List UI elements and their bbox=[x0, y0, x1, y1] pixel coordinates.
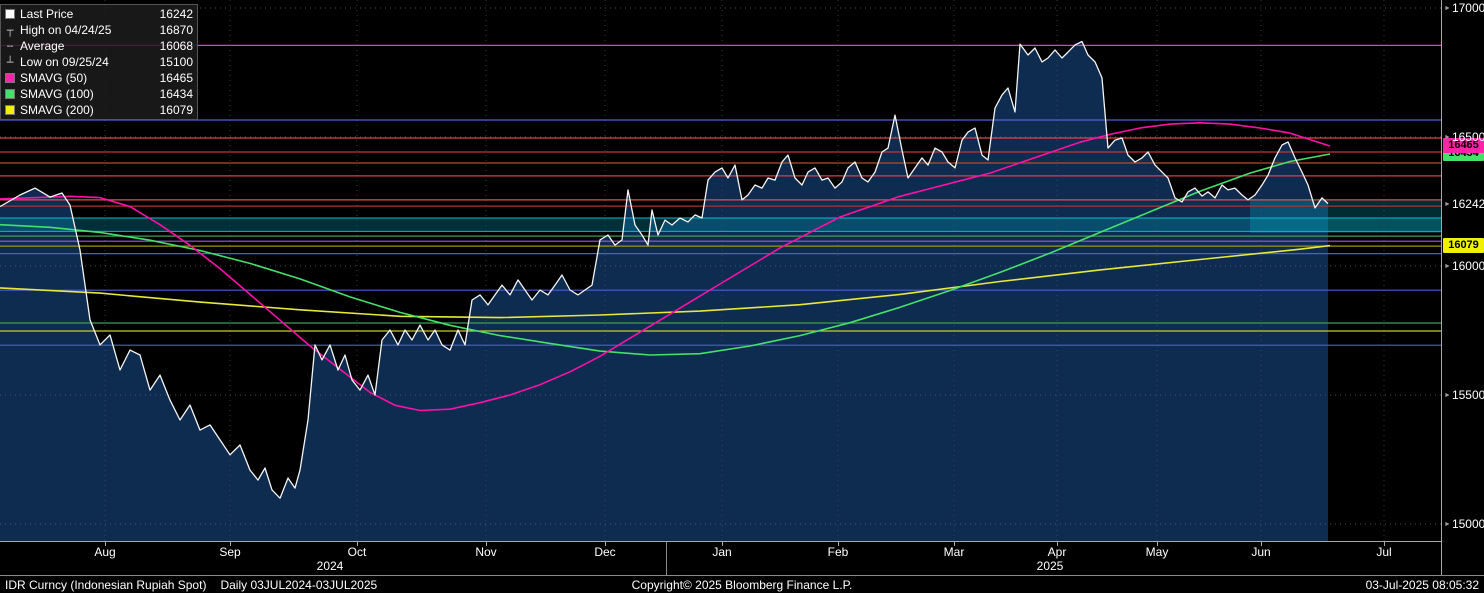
legend-value: 16870 bbox=[159, 23, 193, 37]
tick-arrow-icon: ► bbox=[1444, 520, 1451, 528]
high-icon: ┬ bbox=[6, 23, 14, 37]
smavg-100-icon bbox=[5, 89, 15, 99]
legend-row-average[interactable]: ╌ Average 16068 bbox=[5, 38, 193, 54]
x-axis-month-may: May bbox=[1145, 545, 1169, 559]
price-badge-16465: 16465 bbox=[1443, 138, 1484, 153]
price-area-fill bbox=[0, 41, 1328, 541]
chart-period: Daily 03JUL2024-03JUL2025 bbox=[220, 577, 378, 592]
x-axis-month-dec: Dec bbox=[594, 545, 616, 559]
x-axis-years: 2024 2025 bbox=[0, 542, 1441, 575]
x-axis-tick bbox=[357, 542, 358, 546]
tick-arrow-icon: ► bbox=[1444, 391, 1451, 399]
smavg-200-icon bbox=[5, 105, 15, 115]
legend-row-last-price[interactable]: Last Price 16242 bbox=[5, 6, 193, 22]
legend-value: 15100 bbox=[159, 55, 193, 69]
x-axis-year-2025: 2025 bbox=[1036, 559, 1064, 573]
x-axis-tick bbox=[1261, 542, 1262, 546]
x-axis-tick bbox=[486, 542, 487, 546]
tick-arrow-icon: ► bbox=[1444, 133, 1451, 141]
x-axis-tick bbox=[105, 542, 106, 546]
x-axis-tick bbox=[954, 542, 955, 546]
last-price-icon bbox=[5, 9, 15, 19]
price-line bbox=[0, 40, 1329, 499]
y-axis-tick-16000: ►16000 bbox=[1444, 259, 1484, 273]
legend-value: 16465 bbox=[159, 71, 193, 85]
x-axis-month-apr: Apr bbox=[1047, 545, 1067, 559]
tick-arrow-icon: ► bbox=[1444, 4, 1451, 12]
y-axis-tick-16500: ►16500 bbox=[1444, 130, 1484, 144]
x-axis-tick bbox=[722, 542, 723, 546]
legend-row-high[interactable]: ┬ High on 04/24/25 16870 bbox=[5, 22, 193, 38]
x-axis-tick bbox=[1384, 542, 1385, 546]
status-left: IDR Curncy (Indonesian Rupiah Spot) Dail… bbox=[5, 578, 377, 592]
smavg200-line bbox=[0, 244, 1331, 319]
price-badge-16079: 16079 bbox=[1443, 238, 1484, 253]
copyright-text: Copyright© 2025 Bloomberg Finance L.P. bbox=[631, 577, 853, 592]
y-axis: ►17000 ►16500 ►16000 ►15500 ►15000 ►16242 1643… bbox=[1441, 0, 1484, 575]
price-chart-canvas[interactable] bbox=[0, 0, 1441, 541]
legend-label: SMAVG (100) bbox=[20, 87, 94, 101]
average-icon: ╌ bbox=[6, 39, 14, 53]
x-axis-tick bbox=[1157, 542, 1158, 546]
tick-arrow-icon: ► bbox=[1444, 262, 1451, 270]
x-axis-month-oct: Oct bbox=[347, 545, 367, 559]
legend-value: 16434 bbox=[159, 87, 193, 101]
last-price-axis-label: ►16242 bbox=[1444, 197, 1484, 211]
x-axis-year-2024: 2024 bbox=[316, 559, 344, 573]
legend-row-low[interactable]: ┴ Low on 09/25/24 15100 bbox=[5, 54, 193, 70]
chart-plot-area[interactable]: Last Price 16242 ┬ High on 04/24/25 16870 ╌ Av… bbox=[0, 0, 1441, 541]
smavg50-line bbox=[0, 122, 1331, 412]
highlight-band bbox=[0, 218, 1441, 232]
legend-row-smavg-200[interactable]: SMAVG (200) 16079 bbox=[5, 102, 193, 118]
x-axis-tick bbox=[605, 542, 606, 546]
legend-label: Last Price bbox=[20, 7, 74, 21]
low-icon: ┴ bbox=[6, 55, 14, 69]
y-axis-tick-15500: ►15500 bbox=[1444, 388, 1484, 402]
y-axis-tick-17000: ►17000 bbox=[1444, 1, 1484, 15]
x-axis-month-mar: Mar bbox=[943, 545, 965, 559]
x-axis-month-sep: Sep bbox=[219, 545, 241, 559]
x-axis-month-feb: Feb bbox=[827, 545, 849, 559]
timestamp: 03-Jul-2025 08:05:32 bbox=[1365, 577, 1479, 592]
legend-row-smavg-100[interactable]: SMAVG (100) 16434 bbox=[5, 86, 193, 102]
smavg-50-icon bbox=[5, 73, 15, 83]
y-axis-tick-15000: ►15000 bbox=[1444, 517, 1484, 531]
legend-value: 16079 bbox=[159, 103, 193, 117]
chart-legend: Last Price 16242 ┬ High on 04/24/25 16870 ╌ Av… bbox=[0, 4, 198, 120]
legend-label: Average bbox=[20, 39, 65, 53]
x-axis: Aug Sep Oct Nov Dec Jan Feb Mar Apr May Jun Jul bbox=[0, 541, 1441, 559]
legend-label: SMAVG (50) bbox=[20, 71, 88, 85]
year-divider-line bbox=[666, 542, 667, 575]
x-axis-tick bbox=[838, 542, 839, 546]
x-axis-month-nov: Nov bbox=[475, 545, 497, 559]
x-axis-tick bbox=[1057, 542, 1058, 546]
legend-row-smavg-50[interactable]: SMAVG (50) 16465 bbox=[5, 70, 193, 86]
legend-value: 16068 bbox=[159, 39, 193, 53]
instrument-name: IDR Curncy (Indonesian Rupiah Spot) bbox=[5, 577, 207, 592]
x-axis-month-jan: Jan bbox=[712, 545, 732, 559]
x-axis-month-jul: Jul bbox=[1376, 545, 1392, 559]
tick-arrow-icon: ► bbox=[1444, 200, 1451, 208]
highlight-band bbox=[1250, 199, 1441, 233]
legend-value: 16242 bbox=[159, 7, 193, 21]
status-bar: IDR Curncy (Indonesian Rupiah Spot) Dail… bbox=[0, 575, 1484, 593]
smavg100-line bbox=[0, 153, 1331, 356]
x-axis-month-aug: Aug bbox=[94, 545, 116, 559]
x-axis-tick bbox=[230, 542, 231, 546]
legend-label: High on 04/24/25 bbox=[20, 23, 112, 37]
legend-label: SMAVG (200) bbox=[20, 103, 94, 117]
x-axis-month-jun: Jun bbox=[1251, 545, 1271, 559]
legend-label: Low on 09/25/24 bbox=[20, 55, 109, 69]
